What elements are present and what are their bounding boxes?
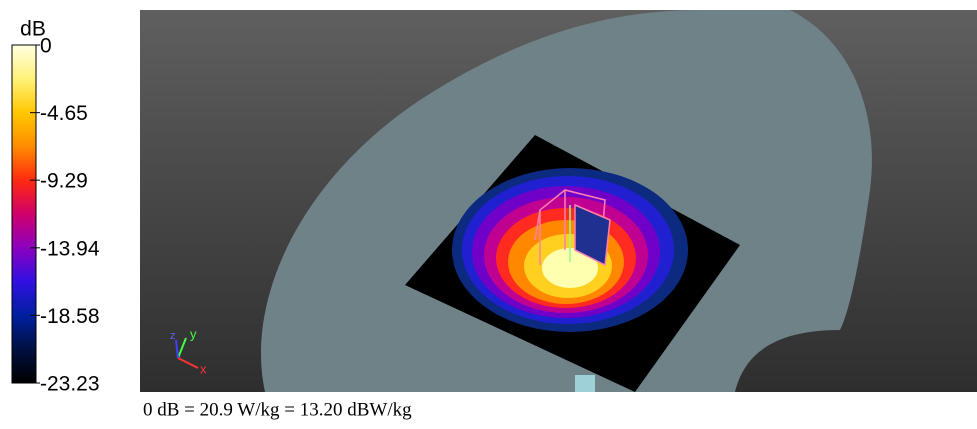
colorbar-tick-label: -13.94 (40, 237, 100, 260)
axis-label-x: x (200, 361, 207, 376)
feed (575, 375, 595, 392)
colorbar (12, 45, 36, 383)
axis-label-y: y (190, 326, 197, 341)
colorbar-tick-label: -18.58 (40, 305, 100, 328)
colorbar-tick-label: 0 (40, 35, 52, 58)
colorbar-tick-label: -9.29 (40, 170, 88, 193)
page: {"colorbar": {"label": "dB", "lim": [-23… (0, 0, 977, 424)
colorbar-tick-label: -4.65 (40, 102, 88, 125)
figure: y x z dB 0 dB = 20.9 W/kg = 13.20 dBW/kg… (0, 0, 977, 424)
caption: 0 dB = 20.9 W/kg = 13.20 dBW/kg (143, 399, 412, 420)
colorbar-tick-label: -23.23 (40, 373, 100, 396)
axis-label-z: z (170, 330, 176, 342)
